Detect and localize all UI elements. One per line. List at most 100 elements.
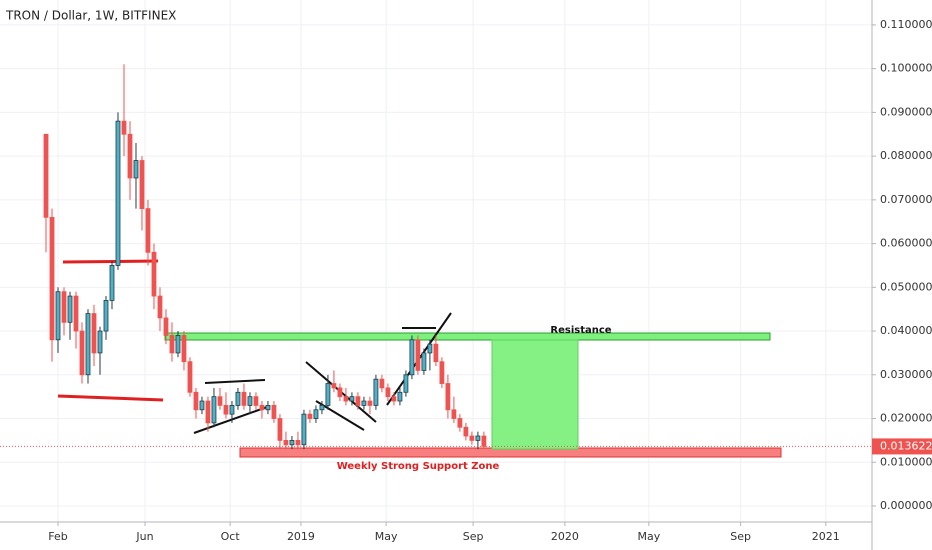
drawn-line [62, 259, 159, 264]
y-tick-label: 0.080000 [880, 149, 932, 162]
candle-body [199, 400, 205, 411]
candle-body [49, 216, 55, 341]
y-tick-label: 0.010000 [880, 455, 932, 468]
candle-body [451, 409, 457, 419]
chart-title: TRON / Dollar, 1W, BITFINEX [5, 9, 176, 23]
candle-body [229, 405, 235, 415]
candle-body [403, 374, 409, 393]
candle-body [133, 160, 139, 179]
y-tick-label: 0.040000 [880, 324, 932, 337]
candle-body [97, 330, 103, 354]
candle-body [409, 339, 415, 376]
candle-body [187, 361, 193, 393]
candle-body [421, 352, 427, 371]
resistance-zone [164, 332, 771, 341]
candle-body [337, 387, 343, 398]
candle-body [73, 295, 79, 332]
candle-body [151, 251, 157, 297]
y-tick-label: 0.110000 [880, 18, 932, 31]
candle-body [181, 335, 187, 363]
candle-body [295, 439, 301, 446]
candle-body [127, 133, 133, 179]
candle-body [139, 160, 145, 210]
candle-body [307, 413, 313, 419]
x-tick-label: Feb [48, 530, 67, 543]
candle-body [163, 317, 169, 336]
candle-body [211, 396, 217, 424]
target-box [491, 339, 579, 450]
candle-body [235, 391, 241, 406]
candle-body [253, 396, 259, 406]
candle-body [43, 133, 49, 218]
candle-body [391, 396, 397, 402]
candle-body [115, 120, 121, 266]
candle-body [325, 383, 331, 406]
candle-body [331, 383, 337, 389]
candle-body [91, 313, 97, 354]
candle-body [109, 265, 115, 301]
candle-body [157, 295, 163, 319]
candle-body [247, 396, 253, 406]
candle-body [433, 343, 439, 363]
candle-body [439, 361, 445, 384]
x-tick-label: May [375, 530, 398, 543]
candle-body [427, 343, 433, 354]
x-tick-label: Sep [463, 530, 484, 543]
candle-body [121, 120, 127, 135]
y-tick-label: 0.100000 [880, 62, 932, 75]
candle-body [205, 400, 211, 424]
y-tick-label: 0.060000 [880, 237, 932, 250]
candle-body [241, 391, 247, 406]
y-tick-label: 0.030000 [880, 368, 932, 381]
candle-body [349, 396, 355, 402]
candle-body [259, 405, 265, 411]
x-tick-label: Oct [221, 530, 241, 543]
candle-body [397, 391, 403, 402]
candle-body [169, 335, 175, 354]
candle-body [55, 291, 61, 341]
candle-body [367, 400, 373, 406]
candle-body [361, 400, 367, 406]
annotation: Resistance [550, 325, 611, 336]
candle-body [265, 405, 271, 411]
candle-body [385, 387, 391, 398]
candle-body [193, 391, 199, 411]
candle-body [79, 330, 85, 376]
drawings: Resistance Weekly Strong Support Zone [57, 259, 782, 472]
y-tick-label: 0.020000 [880, 412, 932, 425]
drawn-line [57, 394, 164, 402]
candle-body [457, 418, 463, 428]
candle-body [175, 335, 181, 354]
x-tick-label: Sep [730, 530, 751, 543]
candle-body [379, 378, 385, 389]
candle-body [343, 396, 349, 402]
candle-body [61, 291, 67, 323]
y-tick-label: 0.000000 [880, 499, 932, 512]
x-tick-label: May [637, 530, 660, 543]
candle-body [217, 396, 223, 406]
last-price-box [872, 438, 932, 455]
candle-body [319, 405, 325, 411]
drawn-line [204, 379, 266, 384]
candle-body [445, 383, 451, 411]
annotation: Weekly Strong Support Zone [337, 461, 500, 472]
candle-body [85, 313, 91, 376]
y-tick-label: 0.070000 [880, 193, 932, 206]
candle-body [469, 435, 475, 441]
x-tick-label: 2020 [551, 530, 579, 543]
candle-body [415, 339, 421, 371]
candle-body [463, 426, 469, 437]
last-price-label: 0.013622 [880, 439, 932, 452]
candle-body [355, 396, 361, 406]
candle-body [283, 439, 289, 446]
candle-body [289, 439, 295, 446]
candle-body [277, 418, 283, 441]
x-tick-label: Jun [135, 530, 153, 543]
x-tick-label: 2021 [812, 530, 840, 543]
candles [43, 64, 487, 450]
candle-body [103, 300, 109, 332]
y-tick-label: 0.050000 [880, 280, 932, 293]
y-tick-label: 0.090000 [880, 105, 932, 118]
candle-body [271, 405, 277, 419]
